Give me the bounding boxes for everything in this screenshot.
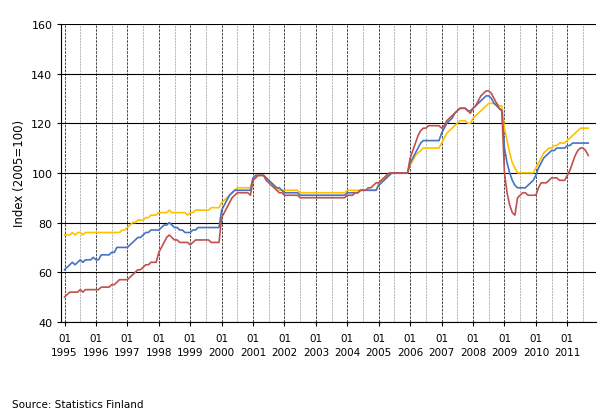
Text: 01: 01 [403,333,417,343]
Text: 2003: 2003 [303,347,329,357]
Text: 2008: 2008 [460,347,486,357]
Text: 2006: 2006 [397,347,423,357]
Text: 01: 01 [341,333,354,343]
Text: 01: 01 [467,333,480,343]
Text: 2000: 2000 [209,347,235,357]
Text: 01: 01 [90,333,103,343]
Text: 1997: 1997 [114,347,141,357]
Text: 01: 01 [435,333,448,343]
Text: 2001: 2001 [240,347,266,357]
Text: 2002: 2002 [271,347,298,357]
Text: 2005: 2005 [366,347,392,357]
Text: 01: 01 [215,333,228,343]
Text: 01: 01 [58,333,71,343]
Text: 01: 01 [246,333,260,343]
Text: 2011: 2011 [554,347,580,357]
Text: 01: 01 [121,333,134,343]
Text: 01: 01 [372,333,386,343]
Text: 01: 01 [309,333,322,343]
Text: 01: 01 [561,333,574,343]
Text: 2004: 2004 [334,347,360,357]
Text: 2007: 2007 [429,347,455,357]
Text: 01: 01 [184,333,197,343]
Text: 1995: 1995 [52,347,78,357]
Text: 01: 01 [152,333,165,343]
Text: 01: 01 [498,333,511,343]
Text: 2010: 2010 [523,347,549,357]
Text: 1998: 1998 [146,347,172,357]
Text: 01: 01 [278,333,291,343]
Text: 1996: 1996 [83,347,109,357]
Text: 01: 01 [529,333,542,343]
Text: 1999: 1999 [177,347,203,357]
Text: Source: Statistics Finland: Source: Statistics Finland [12,399,144,409]
Text: 2009: 2009 [491,347,518,357]
Y-axis label: Index (2005=100): Index (2005=100) [13,120,26,227]
